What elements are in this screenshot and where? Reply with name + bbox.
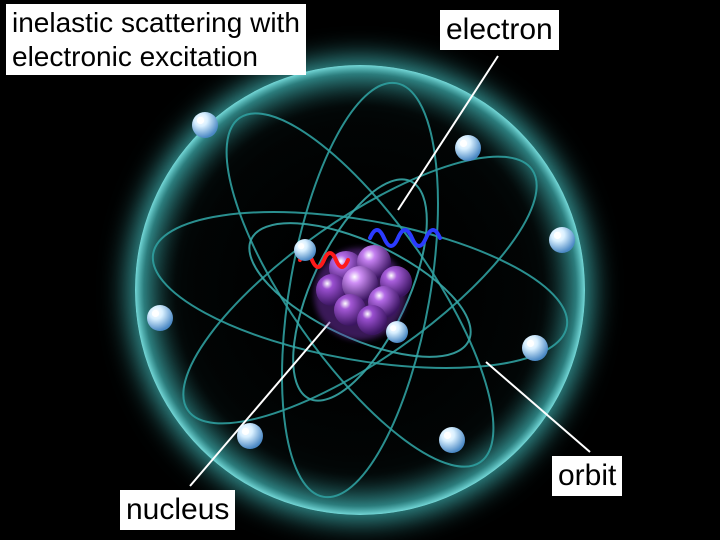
- electron-highlight: [460, 140, 467, 147]
- electron-highlight: [390, 325, 396, 331]
- electron-highlight: [527, 340, 534, 347]
- electron-icon: [192, 112, 218, 138]
- electron-label: electron: [440, 10, 559, 50]
- electron-highlight: [152, 310, 159, 317]
- electron-icon: [147, 305, 173, 331]
- electron-highlight: [197, 117, 204, 124]
- electron-icon: [237, 423, 263, 449]
- title-label: inelastic scattering with electronic exc…: [6, 4, 306, 75]
- electron-highlight: [554, 232, 561, 239]
- electron-highlight: [298, 243, 304, 249]
- orbit-label: orbit: [552, 456, 622, 496]
- electron-highlight: [444, 432, 451, 439]
- nucleus-label: nucleus: [120, 490, 235, 530]
- electron-icon: [386, 321, 408, 343]
- electron-icon: [439, 427, 465, 453]
- electron-icon: [549, 227, 575, 253]
- electron-icon: [294, 239, 316, 261]
- electron-icon: [455, 135, 481, 161]
- electron-icon: [522, 335, 548, 361]
- electron-highlight: [242, 428, 249, 435]
- nucleon: [357, 305, 387, 335]
